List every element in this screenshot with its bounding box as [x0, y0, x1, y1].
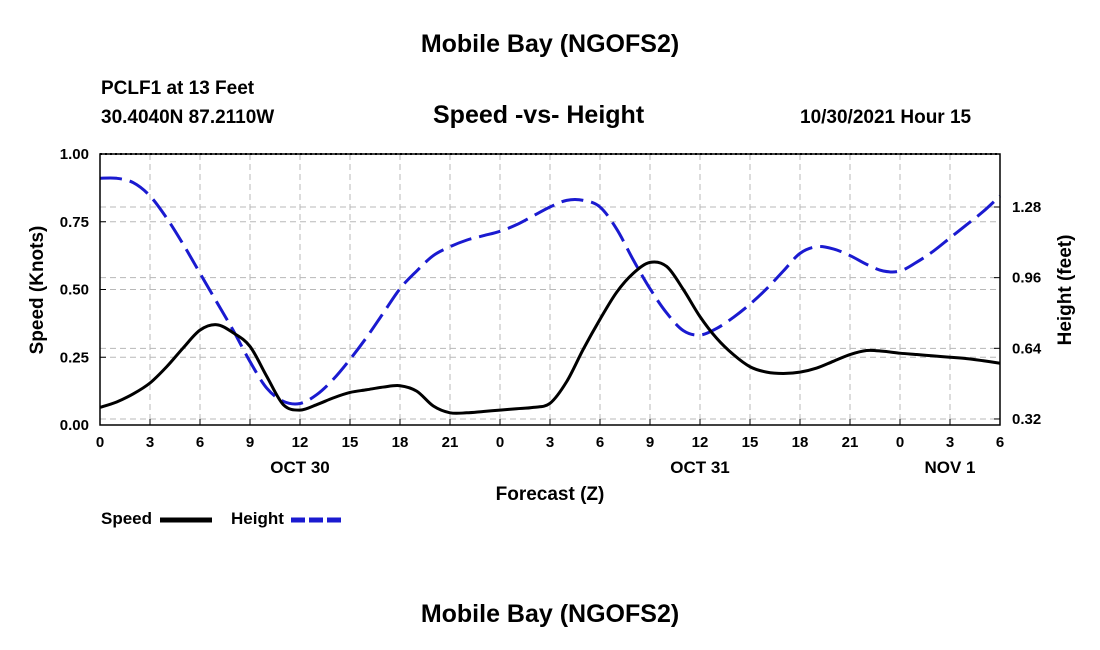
main-title: Mobile Bay (NGOFS2) — [420, 30, 680, 58]
y-tick-label: 0.50 — [60, 282, 89, 299]
timestamp-label: 10/30/2021 Hour 15 — [800, 107, 972, 128]
x-tick-label: 21 — [442, 434, 459, 451]
x-tick-label: 15 — [742, 434, 759, 451]
speed-series-line — [99, 260, 1001, 415]
x-tick-label: 12 — [292, 434, 309, 451]
y2-axis-label: Height (feet) — [1055, 235, 1076, 346]
legend-speed-label: Speed — [101, 509, 153, 528]
x-tick-label: 12 — [692, 434, 709, 451]
footer-title: Mobile Bay (NGOFS2) — [420, 600, 680, 628]
x-tick-label: 3 — [546, 434, 554, 451]
y2-tick-label: 1.28 — [1012, 199, 1041, 216]
date-label: OCT 30 — [270, 458, 330, 477]
x-tick-label: 18 — [792, 434, 809, 451]
station-label: PCLF1 at 13 Feet — [101, 78, 255, 99]
x-tick-label: 3 — [946, 434, 954, 451]
x-tick-label: 0 — [896, 434, 904, 451]
chart-subtitle: Speed -vs- Height — [433, 101, 645, 129]
x-tick-label: 0 — [96, 434, 104, 451]
x-tick-label: 6 — [196, 434, 204, 451]
x-axis-label: Forecast (Z) — [496, 484, 605, 505]
date-label: NOV 1 — [924, 458, 975, 477]
x-tick-label: 15 — [342, 434, 359, 451]
x-tick-label: 21 — [842, 434, 859, 451]
y-tick-label: 0.25 — [60, 349, 89, 366]
coordinates-label: 30.4040N 87.2110W — [101, 107, 275, 128]
x-tick-label: 6 — [996, 434, 1004, 451]
y-tick-label: 1.00 — [60, 146, 89, 163]
y2-tick-label: 0.96 — [1012, 270, 1041, 287]
x-tick-label: 6 — [596, 434, 604, 451]
x-tick-label: 18 — [392, 434, 409, 451]
legend-height-label: Height — [231, 509, 284, 528]
x-tick-label: 9 — [646, 434, 654, 451]
height-series-line — [99, 176, 1002, 406]
y2-tick-label: 0.64 — [1012, 340, 1042, 357]
y2-tick-label: 0.32 — [1012, 411, 1041, 428]
x-tick-label: 9 — [246, 434, 254, 451]
date-label: OCT 31 — [670, 458, 730, 477]
x-tick-label: 3 — [146, 434, 154, 451]
y-tick-label: 0.00 — [60, 417, 89, 434]
x-tick-label: 0 — [496, 434, 504, 451]
y-tick-label: 0.75 — [60, 214, 89, 231]
y-axis-label: Speed (Knots) — [27, 226, 48, 355]
